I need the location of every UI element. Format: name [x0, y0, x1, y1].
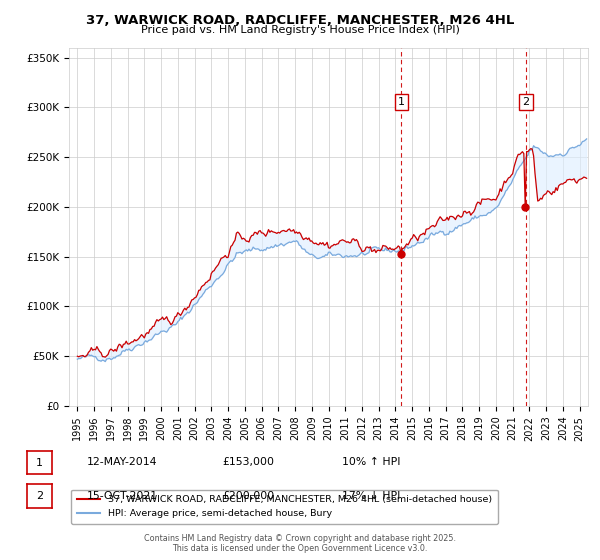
Text: 37, WARWICK ROAD, RADCLIFFE, MANCHESTER, M26 4HL: 37, WARWICK ROAD, RADCLIFFE, MANCHESTER,… [86, 14, 514, 27]
Text: 1: 1 [36, 458, 43, 468]
Text: 10% ↑ HPI: 10% ↑ HPI [342, 457, 401, 467]
Text: £153,000: £153,000 [222, 457, 274, 467]
Text: 15-OCT-2021: 15-OCT-2021 [87, 491, 158, 501]
Legend: 37, WARWICK ROAD, RADCLIFFE, MANCHESTER, M26 4HL (semi-detached house), HPI: Ave: 37, WARWICK ROAD, RADCLIFFE, MANCHESTER,… [71, 489, 498, 524]
Text: 12-MAY-2014: 12-MAY-2014 [87, 457, 157, 467]
Text: £200,000: £200,000 [222, 491, 274, 501]
Text: 17% ↓ HPI: 17% ↓ HPI [342, 491, 400, 501]
Text: 1: 1 [398, 97, 405, 108]
Text: Contains HM Land Registry data © Crown copyright and database right 2025.
This d: Contains HM Land Registry data © Crown c… [144, 534, 456, 553]
Text: 2: 2 [523, 97, 529, 108]
Text: 2: 2 [36, 491, 43, 501]
Text: Price paid vs. HM Land Registry's House Price Index (HPI): Price paid vs. HM Land Registry's House … [140, 25, 460, 35]
